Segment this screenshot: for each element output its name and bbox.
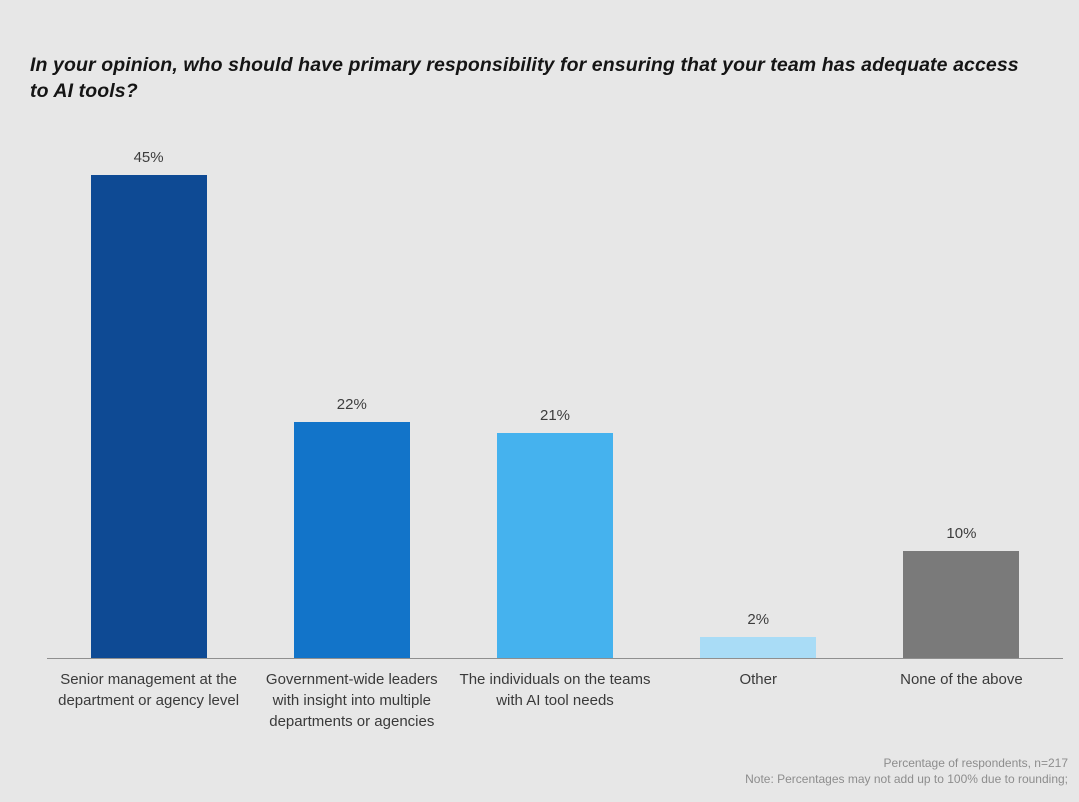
plot-area: 45% 22% 21% 2% 10% xyxy=(47,140,1063,658)
bar-value-label: 10% xyxy=(946,525,977,542)
footnote-line-respondents: Percentage of respondents, n=217 xyxy=(883,756,1068,770)
category-labels: Senior management at the department or a… xyxy=(47,669,1063,732)
bar xyxy=(700,637,817,658)
category-label: Senior management at the department or a… xyxy=(58,671,240,709)
bar-column: 10% xyxy=(860,525,1063,658)
bar-value-label: 22% xyxy=(336,396,367,413)
x-axis-line xyxy=(47,658,1063,659)
footnote: Percentage of respondents, n=217 Note: P… xyxy=(745,755,1068,787)
bar-value-label: 21% xyxy=(539,407,571,424)
category-label: None of the above xyxy=(900,671,1023,688)
bar-column: 22% xyxy=(250,396,453,658)
bar xyxy=(90,175,207,658)
category-label: Other xyxy=(739,671,777,688)
footnote-line-rounding: Note: Percentages may not add up to 100%… xyxy=(745,772,1068,786)
category-label: Government-wide leaders with insight int… xyxy=(265,671,438,730)
bar-value-label: 45% xyxy=(133,149,164,166)
bar-column: 21% xyxy=(453,407,656,658)
bar-column: 45% xyxy=(47,149,250,658)
bar xyxy=(497,433,613,658)
bar-value-label: 2% xyxy=(747,611,770,628)
chart-title: In your opinion, who should have primary… xyxy=(30,54,1019,102)
bar xyxy=(293,422,410,658)
bar xyxy=(903,551,1020,658)
bar-column: 2% xyxy=(657,611,860,658)
category-label: The individuals on the teams with AI too… xyxy=(459,671,651,709)
